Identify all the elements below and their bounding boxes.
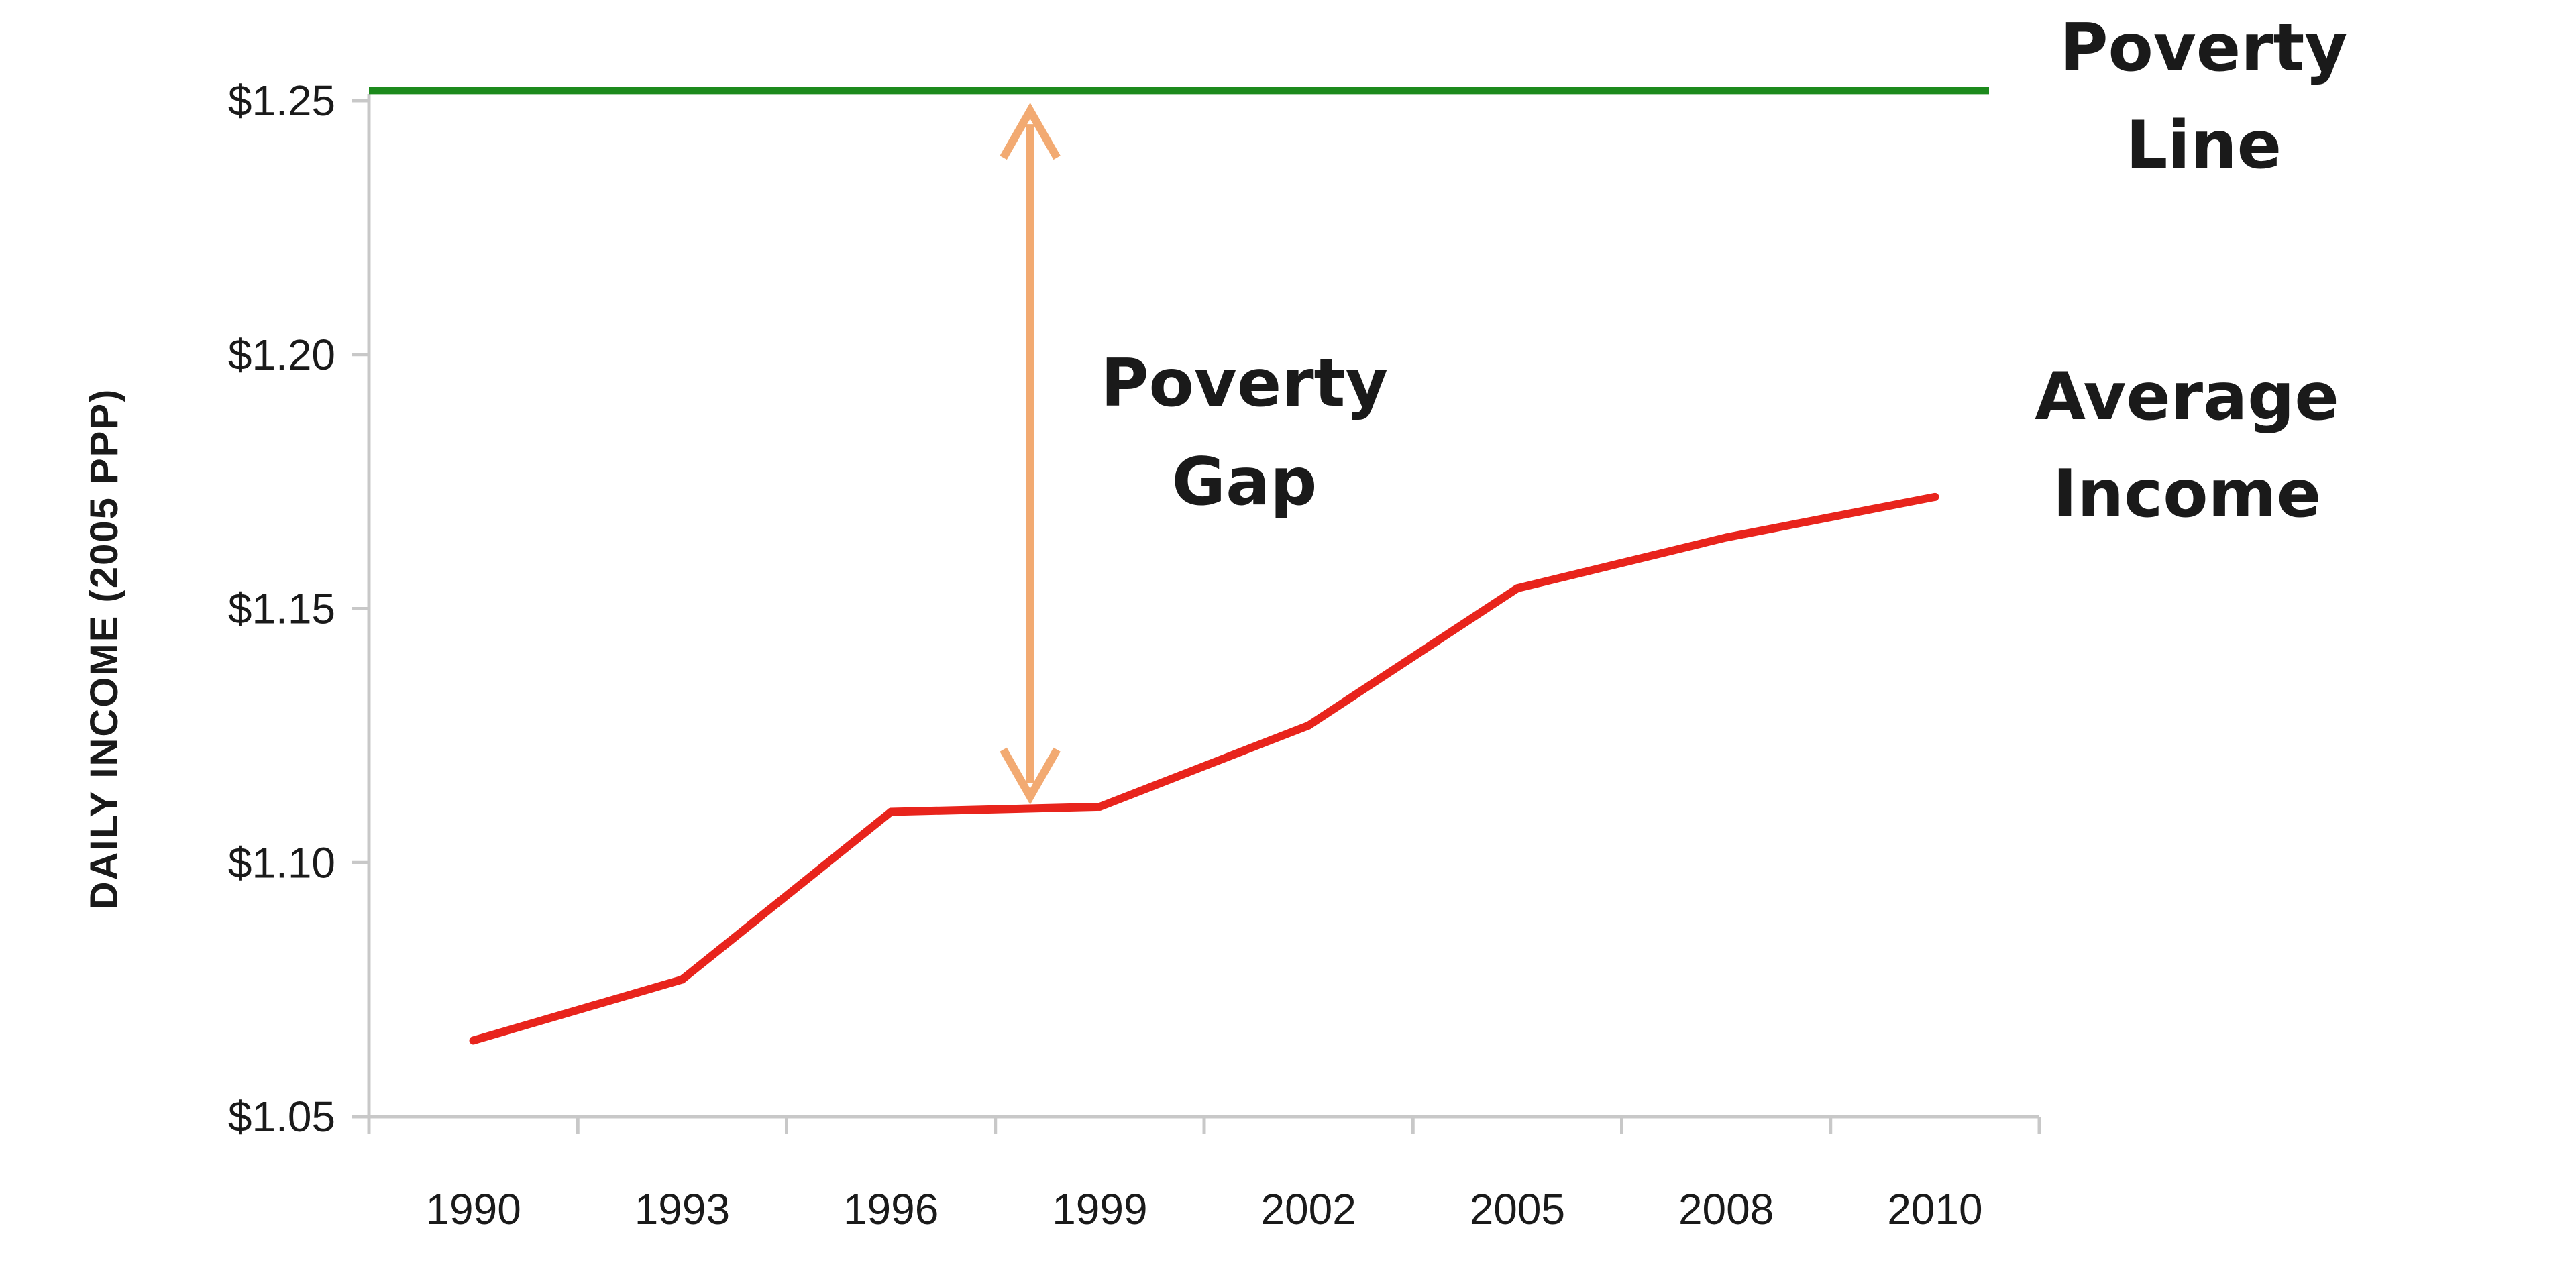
data-point [1931, 492, 1939, 501]
x-tick-label: 1993 [635, 1185, 730, 1233]
x-tick-label: 1999 [1052, 1185, 1147, 1233]
data-point [887, 807, 896, 816]
chart-labels: DAILY INCOME (2005 PPP) Poverty Line Ave… [83, 10, 2347, 909]
chart-marks [369, 87, 1989, 1045]
y-tick-label: $1.15 [228, 585, 335, 633]
poverty-gap-arrow-head-bottom [1000, 747, 1061, 805]
x-tick-label: 1996 [843, 1185, 938, 1233]
data-point [1304, 721, 1313, 730]
y-tick-label: $1.05 [228, 1093, 335, 1141]
x-tick-label: 2008 [1678, 1185, 1774, 1233]
data-point [469, 1036, 478, 1045]
x-tick-label: 2005 [1470, 1185, 1565, 1233]
x-tick-label: 2010 [1887, 1185, 1982, 1233]
x-tick-label: 1990 [425, 1185, 521, 1233]
poverty-line-label: Poverty [2060, 10, 2348, 87]
poverty-gap-arrow-head-top [1000, 103, 1061, 160]
average-income-line [469, 492, 1939, 1045]
data-point [678, 975, 686, 984]
x-tick-label: 2002 [1260, 1185, 1356, 1233]
average-income-label-2: Income [2053, 456, 2321, 533]
y-axis-label: DAILY INCOME (2005 PPP) [83, 388, 126, 910]
poverty-line-label-2: Line [2126, 107, 2282, 184]
y-tick-label: $1.25 [228, 76, 335, 125]
axes: $1.05 $1.10 $1.15 $1.20 $1.25 1990 1993 1996 199… [228, 76, 2041, 1233]
data-point [1722, 533, 1731, 542]
poverty-gap-label-2: Gap [1172, 444, 1318, 520]
data-point [1513, 584, 1521, 593]
average-income-label: Average [2035, 359, 2339, 435]
y-tick-label: $1.10 [228, 838, 335, 887]
poverty-gap-label: Poverty [1101, 345, 1389, 422]
data-point [1095, 802, 1104, 811]
y-tick-label: $1.20 [228, 331, 335, 379]
